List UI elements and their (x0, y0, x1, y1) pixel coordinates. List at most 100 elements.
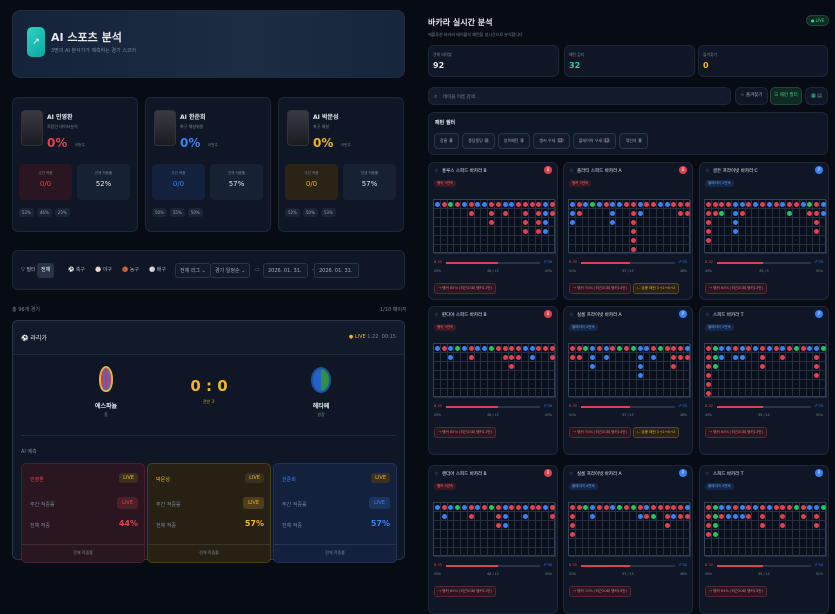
road-cell (738, 200, 746, 209)
road-cell (481, 200, 489, 209)
home-team-logo (99, 366, 113, 392)
bead-road (568, 199, 691, 254)
road-cell (705, 530, 712, 539)
road-cell (786, 380, 794, 389)
sport-tab[interactable]: 🏀 농구 (122, 267, 140, 273)
road-cell (636, 344, 644, 353)
sport-tab[interactable]: 🏐 배구 (149, 267, 167, 273)
tie-bead (712, 505, 718, 510)
star-icon[interactable]: ☆ (569, 168, 574, 174)
road-cell (602, 503, 610, 512)
baccarat-table-card[interactable]: ☆ 랜더어 스피드 바카라 B B 뱅커 3연속 B 35 P 30 55% 6… (428, 465, 558, 614)
road-cell (467, 389, 475, 398)
star-icon[interactable]: ☆ (705, 312, 710, 318)
baccarat-table-card[interactable]: ☆ 판다야 스피드 바카라 B B 뱅커 3연속 B 35 P 30 55% 6… (428, 306, 558, 455)
list-view-icon[interactable]: ▤ (817, 93, 823, 99)
road-cell (467, 530, 475, 539)
road-cell (569, 389, 576, 398)
pattern-chip[interactable]: 플레이어 우세 12 (572, 133, 617, 149)
analyst-card[interactable]: AI 민영환 직장인 데이터분석 0% 이번주 주간 적중 0/0 전체 적중률… (12, 97, 138, 232)
road-cell (745, 530, 753, 539)
pattern-filter-button[interactable]: ☰ 패턴 필터 (770, 87, 802, 105)
banker-bead (468, 211, 474, 216)
stat-value: 92 (433, 61, 445, 70)
star-icon[interactable]: ☆ (705, 471, 710, 477)
road-cell (447, 380, 455, 389)
pattern-chip[interactable]: 퐁당퐁당 8 (462, 133, 495, 149)
road-cell (481, 209, 489, 218)
sport-tab[interactable]: 전체 (37, 263, 55, 278)
total-rate-label: 전체 적중 (156, 523, 176, 529)
live-button[interactable]: LIVE (117, 497, 138, 509)
baccarat-table-card[interactable]: ☆ 플라티 스피드 바카라 A B 뱅커 3연속 B 35 P 32 52% 6… (563, 162, 693, 300)
road-cell (684, 539, 691, 548)
sport-rate-chip: 53% (320, 208, 336, 217)
star-icon[interactable]: ☆ (434, 312, 439, 318)
pattern-chip[interactable]: 꺾인자 8 (619, 133, 649, 149)
date-from-input[interactable]: 2026. 01. 31. (263, 263, 308, 278)
tie-bead (787, 211, 793, 216)
road-cell (623, 530, 630, 539)
league-select[interactable]: 전체 리그 ⌄ (175, 263, 211, 278)
star-icon[interactable]: ☆ (569, 312, 574, 318)
table-search-input[interactable]: ⌕ 테이블 이름 검색... (428, 87, 731, 105)
road-cell (670, 218, 678, 227)
ratio-bar (717, 565, 811, 567)
view-toggle[interactable]: ▦ ▤ (805, 87, 828, 105)
predictor-card[interactable]: 박문성 LIVE 주간 적중률 LIVE 전체 적중 57% 전체 적중률 (147, 463, 271, 563)
match-card[interactable]: ⚽ 라리가 ● LIVE 1.22. 00:15 에스파뇰 홈 0 : 0 전반… (12, 320, 405, 563)
star-icon[interactable]: ☆ (569, 471, 574, 477)
result-badge: P (679, 469, 687, 477)
pattern-chip[interactable]: 장줄 8 (434, 133, 460, 149)
ratio-bar-fill (581, 565, 630, 567)
star-icon[interactable]: ☆ (705, 168, 710, 174)
sport-tab[interactable]: ⚽ 축구 (68, 267, 86, 273)
road-cell (549, 236, 556, 245)
road-cell (630, 344, 637, 353)
away-label: 원정 (317, 412, 325, 417)
road-cell (650, 209, 658, 218)
banker-count: B 35 (569, 404, 577, 408)
road-cell (711, 209, 719, 218)
grid-view-icon[interactable]: ▦ (810, 93, 816, 99)
star-icon[interactable]: ☆ (434, 471, 439, 477)
baccarat-table-card[interactable]: ☆ 홍루스 스피드 바카라 B B 뱅커 3연속 B 35 P 30 55% 6… (428, 162, 558, 300)
road-cell (759, 539, 766, 548)
road-cell (705, 371, 712, 380)
road-cell (440, 245, 448, 254)
road-cell (745, 503, 753, 512)
road-cell (501, 521, 509, 530)
star-icon[interactable]: ☆ (434, 168, 439, 174)
sport-tab[interactable]: ⚾ 야구 (95, 267, 113, 273)
date-to-input[interactable]: 2026. 01. 31. (314, 263, 359, 278)
baccarat-table-card[interactable]: ☆ 골든 프라이빗 바카라 C P 플레이어 2연속 B 32 P 33 49%… (699, 162, 829, 300)
road-cell (636, 389, 644, 398)
road-cell (779, 344, 787, 353)
predictor-card[interactable]: 한준희 LIVE 주간 적중률 LIVE 전체 적중 57% 전체 적중률 (273, 463, 397, 563)
road-cell (772, 209, 780, 218)
analyst-card[interactable]: AI 박문성 축구 해설 0% 이번주 주간 적중 0/0 전체 적중률 57%… (278, 97, 404, 232)
stat-label: 전체 적중률 (94, 171, 113, 175)
baccarat-table-card[interactable]: ☆ 실롬 프라이빗 바카라 A P 플레이어 4연속 B 35 P 32 52%… (563, 465, 693, 614)
favorites-button[interactable]: ☆ 즐겨찾기 (735, 87, 768, 105)
analyst-card[interactable]: AI 한준희 축구 해설위원 0% 이번주 주간 적중 0/0 전체 적중률 5… (145, 97, 271, 232)
pattern-chip-label: 퐁당퐁당 (468, 138, 483, 143)
road-cell (542, 362, 550, 371)
road-cell (528, 227, 536, 236)
baccarat-table-card[interactable]: ☆ 실롬 프라이빗 바카라 A P 플레이어 4연속 B 35 P 32 52%… (563, 306, 693, 455)
baccarat-table-card[interactable]: ☆ 스피드 바카라 T P 플레이어 3연속 B 32 P 33 49% 65 … (699, 465, 829, 614)
round-info: 67 / 15 (622, 269, 634, 273)
predictor-card[interactable]: 민영환 LIVE 주간 적중률 LIVE 전체 적중 44% 전체 적중률 (21, 463, 145, 563)
baccarat-table-card[interactable]: ☆ 스피드 바카라 T P 플레이어 3연속 B 32 P 33 49% 65 … (699, 306, 829, 455)
live-button[interactable]: LIVE (243, 497, 264, 509)
live-button[interactable]: LIVE (369, 497, 390, 509)
road-cell (670, 200, 678, 209)
sort-select[interactable]: 경기 일정순 ⌄ (210, 263, 251, 278)
banker-bead (760, 364, 766, 369)
banker-bead (576, 202, 582, 207)
pattern-chip[interactable]: 양목패턴 4 (497, 133, 531, 149)
road-cell (434, 200, 441, 209)
pattern-chip[interactable]: 뱅커 우세 12 (533, 133, 570, 149)
banker-bead (705, 211, 711, 216)
road-cell (738, 227, 746, 236)
